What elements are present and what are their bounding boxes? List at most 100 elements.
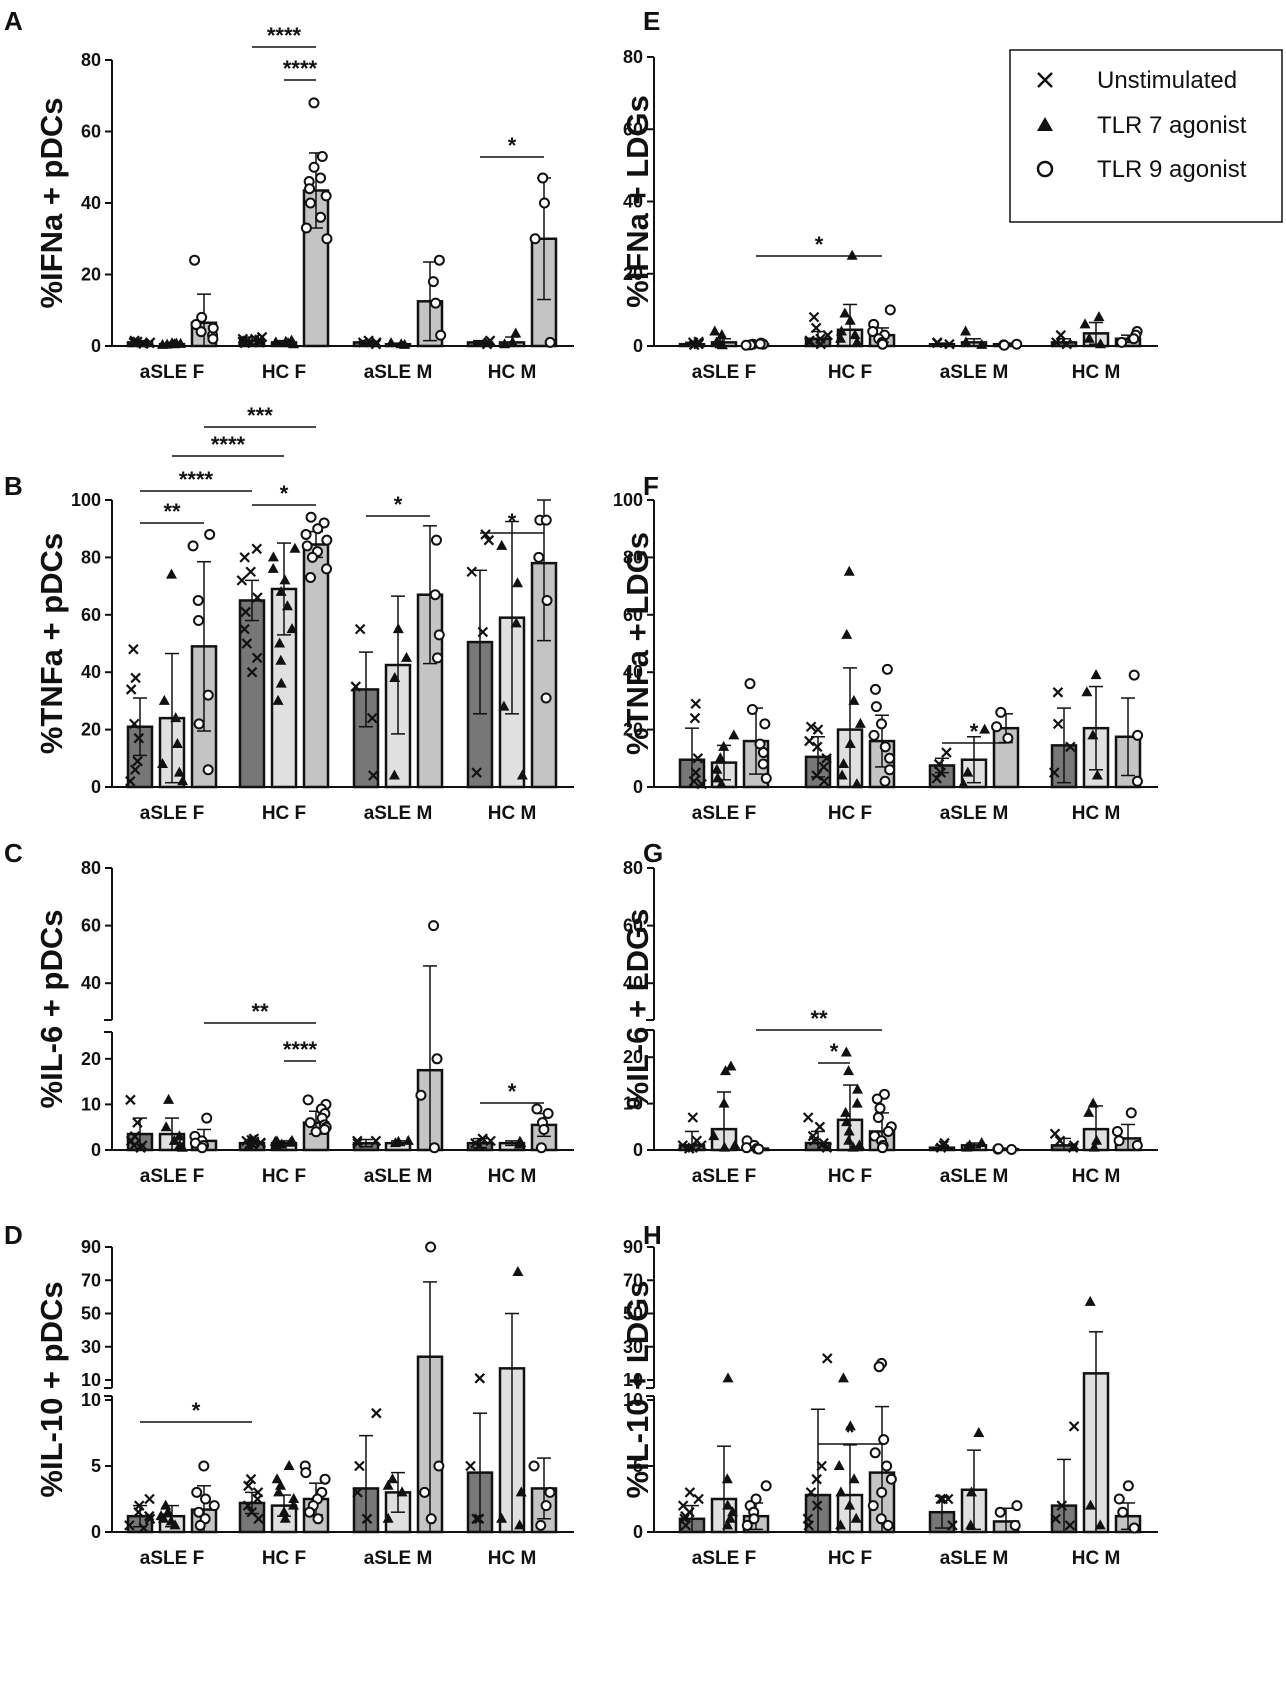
data-point-circle xyxy=(741,1519,753,1531)
data-point-x xyxy=(816,1460,827,1472)
x-stroke xyxy=(132,1117,143,1128)
data-point-x xyxy=(810,322,822,334)
data-point-triangle xyxy=(161,338,173,349)
x-stroke xyxy=(471,1513,482,1525)
data-point-triangle xyxy=(275,585,287,596)
data-point-triangle xyxy=(158,694,170,705)
data-point-triangle xyxy=(386,1473,398,1484)
y-tick-label: 80 xyxy=(81,858,101,878)
data-point-triangle xyxy=(833,1460,845,1470)
x-category-label: HC M xyxy=(488,362,537,383)
y-tick-label: 0 xyxy=(633,1522,643,1542)
data-point-circle xyxy=(310,1126,322,1138)
data-point-triangle xyxy=(844,1499,856,1510)
data-point-x xyxy=(144,337,156,348)
data-point-circle xyxy=(876,1486,888,1498)
data-point-circle xyxy=(540,692,552,704)
data-point-triangle xyxy=(170,337,182,348)
x-stroke xyxy=(138,338,149,350)
data-point-x xyxy=(129,718,140,730)
data-point-circle xyxy=(304,1506,316,1518)
data-point-triangle xyxy=(712,772,724,783)
data-point-circle xyxy=(433,254,445,266)
y-tick-label: 20 xyxy=(623,720,643,740)
x-stroke xyxy=(254,334,265,345)
data-point-circle xyxy=(1131,775,1143,787)
data-point-triangle xyxy=(514,1135,526,1146)
legend-label: TLR 9 agonist xyxy=(1097,156,1247,183)
data-point-triangle xyxy=(843,1065,855,1076)
data-point-triangle xyxy=(1079,318,1091,329)
data-point-circle xyxy=(319,1473,331,1485)
data-point-circle xyxy=(1011,338,1023,350)
x-stroke xyxy=(821,1353,833,1364)
y-tick-label: 100 xyxy=(71,490,101,510)
data-point-x xyxy=(129,764,141,776)
y-tick-label: 100 xyxy=(613,490,643,510)
data-point-triangle xyxy=(852,1083,864,1094)
data-point-circle xyxy=(192,594,204,606)
y-tick-label: 0 xyxy=(91,336,101,356)
data-point-x xyxy=(371,337,382,348)
data-point-circle xyxy=(1128,1522,1140,1534)
x-stroke xyxy=(808,1135,820,1146)
data-point-circle xyxy=(1113,1135,1125,1147)
data-point-circle xyxy=(1006,1144,1018,1156)
x-stroke xyxy=(692,753,704,764)
panel-letter: A xyxy=(4,6,23,36)
data-point-circle xyxy=(320,190,332,202)
x-stroke xyxy=(125,1135,137,1147)
x-stroke xyxy=(241,638,253,649)
data-point-circle xyxy=(884,752,896,764)
panel-letter: B xyxy=(4,471,23,501)
x-stroke xyxy=(690,698,701,710)
significance-label: * xyxy=(970,719,979,744)
data-point-triangle xyxy=(721,1473,733,1484)
y-tick-label: 40 xyxy=(81,973,101,993)
data-point-triangle xyxy=(1095,338,1107,349)
panel-g: G %IL-6 + LDGs 0 10 20 40 60 80 aSLE F HC F aSLE M… xyxy=(620,838,1158,1187)
x-stroke xyxy=(818,1137,829,1149)
data-point-circle xyxy=(877,338,889,350)
data-point-triangle xyxy=(286,623,298,634)
data-point-x xyxy=(125,775,136,787)
data-point-circle xyxy=(1009,1519,1021,1531)
data-point-circle xyxy=(882,1519,894,1531)
x-stroke xyxy=(1052,718,1064,730)
x-stroke xyxy=(251,543,263,555)
data-point-circle xyxy=(881,663,893,675)
data-point-x xyxy=(136,1140,148,1151)
y-tick-label: 10 xyxy=(623,1370,643,1390)
x-stroke xyxy=(815,338,827,350)
x-stroke xyxy=(144,1493,155,1505)
data-point-triangle xyxy=(273,1486,285,1497)
data-point-circle xyxy=(300,1467,312,1479)
data-point-circle xyxy=(740,339,752,351)
data-point-triangle xyxy=(844,314,856,325)
x-stroke xyxy=(804,335,815,346)
x-stroke xyxy=(808,311,820,323)
data-point-x xyxy=(471,767,482,778)
data-point-triangle xyxy=(957,778,969,789)
data-point-x xyxy=(465,1460,476,1472)
data-point-triangle xyxy=(173,1130,185,1141)
data-point-circle xyxy=(998,339,1010,351)
data-point-circle xyxy=(533,551,545,563)
x-stroke xyxy=(243,1480,254,1492)
data-point-circle xyxy=(304,183,316,195)
y-tick-label: 40 xyxy=(81,662,101,682)
x-stroke xyxy=(354,1460,365,1472)
data-point-triangle xyxy=(284,1136,296,1147)
data-point-x xyxy=(239,552,250,563)
y-tick-label: 30 xyxy=(623,1337,643,1357)
x-category-label: aSLE F xyxy=(140,1166,204,1187)
data-point-triangle xyxy=(835,332,847,343)
data-point-x xyxy=(466,566,478,578)
y-tick-label: 30 xyxy=(81,1337,101,1357)
data-point-x xyxy=(804,735,815,747)
y-tick-label: 0 xyxy=(633,777,643,797)
data-point-triangle xyxy=(400,651,412,662)
x-stroke xyxy=(144,1513,156,1525)
data-point-triangle xyxy=(718,1097,730,1108)
